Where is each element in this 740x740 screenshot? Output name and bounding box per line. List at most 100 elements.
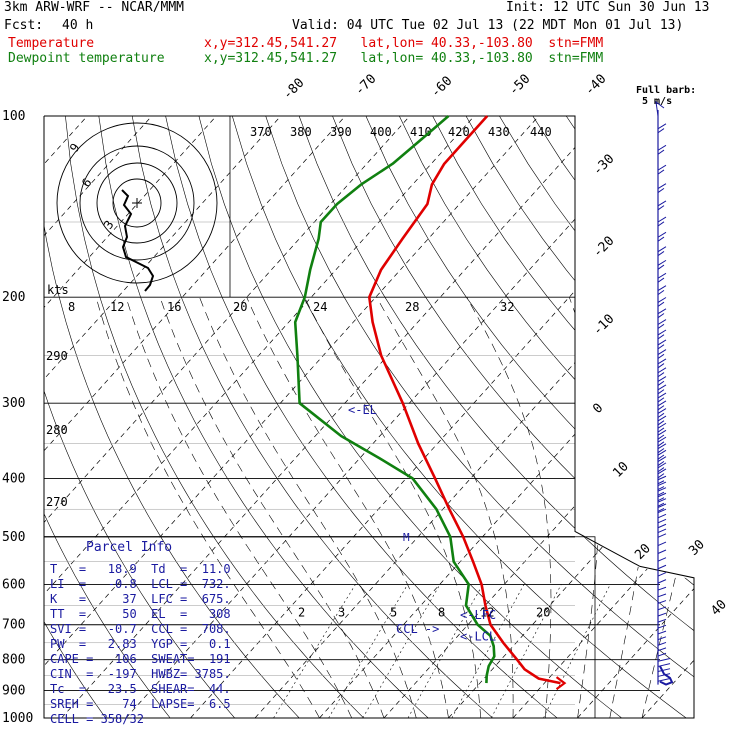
wind-barb	[657, 251, 665, 257]
hodograph-scale-label: 24	[313, 300, 327, 314]
el-label: <-EL	[348, 403, 377, 417]
theta-label: 280	[46, 423, 68, 437]
moist-adiabat-line	[609, 297, 665, 718]
dry-adiabat-line	[632, 116, 694, 718]
wind-barb	[657, 384, 667, 391]
wind-barb	[657, 624, 667, 629]
pressure-tick-label: 300	[2, 396, 25, 411]
mixing-ratio-line	[328, 584, 408, 718]
dewpoint-legend-label: Dewpoint temperature	[8, 51, 165, 66]
dewpoint-profile-line	[293, 115, 496, 684]
wind-barb	[657, 236, 665, 242]
isotherm-label: -30	[590, 152, 617, 179]
isotherm-label: 40	[708, 597, 730, 619]
moist-adiabat-line	[641, 297, 694, 718]
wind-barb	[657, 498, 667, 503]
parcel-row: CAPE = 106 SWEAT= 191	[50, 652, 231, 666]
wind-barb	[657, 443, 667, 450]
mixing-ratio-line	[273, 584, 356, 718]
wind-barb	[657, 353, 665, 359]
wind-barb	[657, 449, 667, 456]
wind-barb	[657, 149, 665, 155]
wind-barb	[657, 549, 667, 554]
wind-barb	[657, 475, 667, 481]
wind-barb	[657, 456, 667, 462]
isotherm-label: -50	[506, 72, 533, 99]
wind-barb	[657, 481, 667, 486]
temperature-profile-line	[367, 115, 561, 685]
wind-barb	[657, 358, 667, 365]
theta-e-label: 370	[250, 125, 272, 139]
wind-barb	[657, 486, 665, 490]
wind-barb	[657, 400, 667, 407]
wind-barb	[657, 454, 665, 460]
isotherm-label: -60	[428, 74, 455, 101]
mixing-ratio-label: 3	[338, 606, 345, 620]
isotherm-label: -80	[280, 76, 307, 103]
wind-barb	[657, 513, 667, 519]
isotherm-line	[641, 116, 694, 718]
wind-barb	[657, 668, 671, 672]
wind-barb	[657, 467, 665, 473]
dry-adiabat-line	[332, 116, 694, 718]
wind-barb	[657, 323, 665, 329]
parcel-row: TT = 50 EL = 308	[50, 607, 231, 621]
wind-barb	[657, 334, 665, 340]
wind-barb	[657, 462, 667, 469]
hodograph-ring-outer	[56, 122, 218, 284]
dry-adiabat-line	[265, 116, 694, 718]
theta-e-label: 430	[488, 125, 510, 139]
moist-adiabat-line	[376, 297, 514, 718]
isotherm-label: 20	[632, 541, 654, 563]
wind-barb	[657, 363, 665, 369]
theta-e-label: 380	[290, 125, 312, 139]
init-time: Init: 12 UTC Sun 30 Jun 13	[506, 0, 710, 15]
wind-barb	[657, 606, 667, 611]
mixing-ratio-line	[407, 584, 483, 718]
parcel-row: SVI = -0.7 CCL = 708.	[50, 622, 231, 636]
mixing-ratio-label: 8	[438, 606, 445, 620]
mixing-ratio-line	[362, 584, 441, 718]
wind-barb	[657, 297, 667, 303]
wind-barb	[657, 169, 665, 175]
moist-adiabat-line	[246, 297, 449, 718]
wind-barb	[657, 389, 665, 395]
wind-barb	[657, 612, 667, 617]
wind-barb	[657, 272, 667, 279]
wind-barb	[657, 593, 667, 598]
dewpoint-location-info: x,y=312.45,541.27 lat,lon= 40.33,-103.80…	[204, 51, 604, 66]
hodograph-scale-label: 12	[110, 300, 124, 314]
theta-e-label: 440	[530, 125, 552, 139]
forecast-label: Fcst:	[4, 18, 44, 33]
temperature-legend-label: Temperature	[8, 36, 95, 51]
melting-level-marker: M	[403, 531, 410, 544]
wind-barb	[657, 480, 665, 485]
pressure-tick-label: 500	[2, 530, 25, 545]
wind-barb	[657, 200, 667, 207]
wind-barb	[657, 533, 667, 538]
wind-barb	[657, 392, 667, 399]
isotherm-line	[190, 116, 694, 718]
wind-barb	[657, 349, 667, 355]
wind-barb	[657, 277, 665, 283]
hodograph-ring	[79, 145, 195, 261]
barb-legend-title: Full barb:	[636, 85, 696, 96]
wind-barb	[657, 528, 667, 534]
isobar-layer	[43, 115, 695, 719]
dry-adiabat-line	[666, 116, 694, 718]
theta-label: 290	[46, 349, 68, 363]
wind-barb	[657, 123, 667, 130]
isotherm-label: 0	[590, 401, 606, 417]
pressure-tick-label: 100	[2, 109, 25, 124]
pressure-tick-label: 900	[2, 683, 25, 698]
hodograph-scale-label: 16	[167, 300, 181, 314]
wind-barb	[657, 636, 667, 641]
wind-barb	[657, 678, 671, 682]
isotherm-label: -10	[590, 312, 617, 339]
hodograph-units-label: kts	[47, 283, 69, 297]
wind-barb	[657, 652, 667, 657]
wind-barb	[657, 586, 667, 591]
wind-barb	[657, 436, 667, 443]
wind-barb	[657, 460, 665, 466]
isotherm-label: -40	[582, 72, 609, 99]
